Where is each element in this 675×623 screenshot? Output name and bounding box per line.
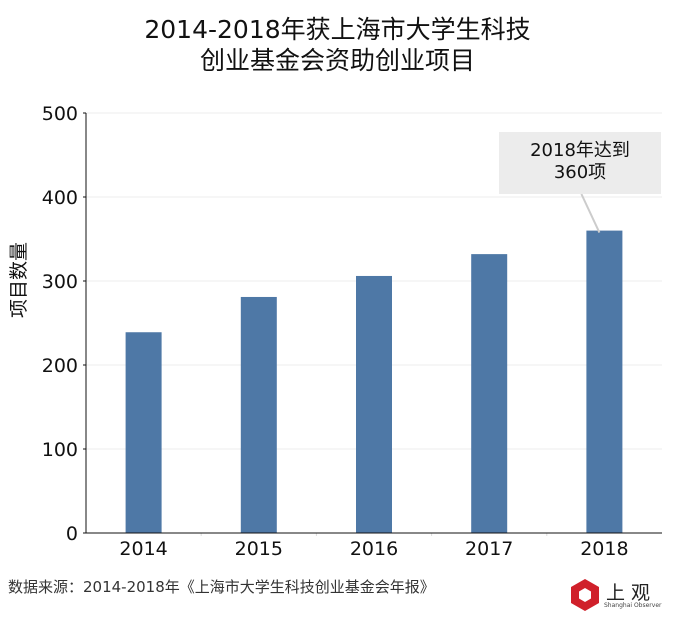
x-tick-label: 2015 <box>235 538 283 560</box>
logo-hexagon-icon <box>571 579 599 611</box>
y-axis-label: 项目数量 <box>8 241 30 318</box>
x-tick-label: 2017 <box>465 538 513 560</box>
y-tick-label: 500 <box>42 103 78 125</box>
source-note: 数据来源：2014-2018年《上海市大学生科技创业基金会年报》 <box>8 578 435 596</box>
bar-2014 <box>125 332 162 533</box>
bar-2017 <box>471 254 508 533</box>
x-tick-label: 2014 <box>119 538 167 560</box>
y-tick-label: 100 <box>42 439 78 461</box>
bar-2016 <box>356 275 392 533</box>
chart-title-line-2: 创业基金会资助创业项目 <box>199 46 475 75</box>
annotation-line-2: 360项 <box>553 162 607 183</box>
annotation-leader-line <box>580 193 601 234</box>
y-tick-label: 300 <box>42 271 78 293</box>
y-tick-label: 200 <box>42 355 78 377</box>
logo-subtitle: Shanghai Observer <box>604 602 662 609</box>
y-tick-label: 400 <box>42 187 78 209</box>
annotation-callout: 2018年达到 360项 <box>499 132 661 194</box>
logo-name: 上观 <box>606 582 657 604</box>
logo: 上观 Shanghai Observer <box>568 578 668 614</box>
x-tick-label: 2016 <box>350 538 398 560</box>
bar-2015 <box>240 296 277 533</box>
bar-2018 <box>586 230 623 533</box>
chart-title-line-1: 2014-2018年获上海市大学生科技 <box>144 15 531 44</box>
y-tick-label: 0 <box>66 523 78 545</box>
x-tick-label: 2018 <box>580 538 628 560</box>
annotation-line-1: 2018年达到 <box>530 140 630 161</box>
